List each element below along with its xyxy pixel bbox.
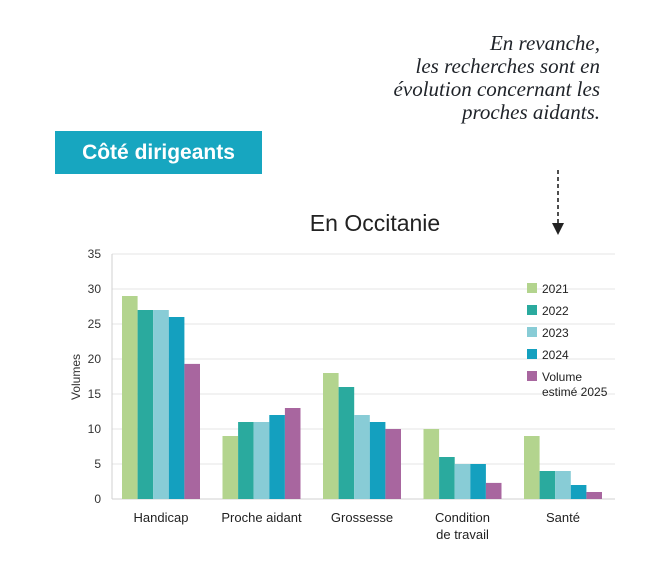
bar <box>369 422 386 499</box>
y-tick-label: 10 <box>88 422 102 436</box>
y-tick-label: 0 <box>94 492 101 506</box>
bar <box>555 471 571 499</box>
legend-swatch <box>527 371 537 381</box>
bar <box>570 485 587 499</box>
legend-swatch <box>527 283 537 293</box>
x-tick-label: Santé <box>546 510 580 525</box>
bar <box>137 310 154 499</box>
bar <box>122 296 138 499</box>
bar <box>184 363 200 499</box>
callout-line: proches aidants. <box>461 100 600 124</box>
x-tick-label: Proche aidant <box>221 510 302 525</box>
bar <box>454 464 471 499</box>
y-tick-label: 30 <box>88 282 102 296</box>
legend-swatch <box>527 305 537 315</box>
bar <box>485 482 502 499</box>
bar <box>168 317 185 499</box>
bar <box>284 408 301 499</box>
bar <box>338 387 355 499</box>
bar <box>423 429 440 499</box>
bar <box>586 492 602 499</box>
x-tick-label: Condition <box>435 510 490 525</box>
x-tick-label: de travail <box>436 527 489 542</box>
callout-line: évolution concernant les <box>393 77 600 101</box>
bar <box>439 457 455 499</box>
y-axis-label: Volumes <box>69 354 83 400</box>
bar <box>238 422 254 499</box>
legend-label: 2023 <box>542 326 569 340</box>
legend-label: estimé 2025 <box>542 385 608 399</box>
legend-swatch <box>527 349 537 359</box>
bar <box>323 373 339 499</box>
y-tick-label: 20 <box>88 352 102 366</box>
bar <box>539 471 556 499</box>
y-tick-label: 25 <box>88 317 102 331</box>
bar <box>222 436 239 499</box>
x-tick-label: Grossesse <box>331 510 393 525</box>
legend-swatch <box>527 327 537 337</box>
dashed-arrow-down-icon <box>552 170 564 235</box>
chart-title: En Occitanie <box>310 210 440 236</box>
x-tick-label: Handicap <box>134 510 189 525</box>
callout-line: les recherches sont en <box>415 54 600 78</box>
legend-label: Volume <box>542 370 582 384</box>
bar <box>269 415 285 499</box>
bar <box>385 429 401 499</box>
bar <box>524 436 540 499</box>
bar <box>354 415 370 499</box>
bar <box>153 310 169 499</box>
bar <box>470 464 486 499</box>
legend-label: 2024 <box>542 348 569 362</box>
callout-text: En revanche, les recherches sont en évol… <box>394 32 600 124</box>
bar <box>253 422 270 499</box>
y-tick-label: 5 <box>94 457 101 471</box>
y-tick-label: 15 <box>88 387 102 401</box>
section-badge: Côté dirigeants <box>55 131 262 174</box>
callout-line: En revanche, <box>489 31 600 55</box>
legend-label: 2021 <box>542 282 569 296</box>
legend-label: 2022 <box>542 304 569 318</box>
y-tick-label: 35 <box>88 247 102 261</box>
